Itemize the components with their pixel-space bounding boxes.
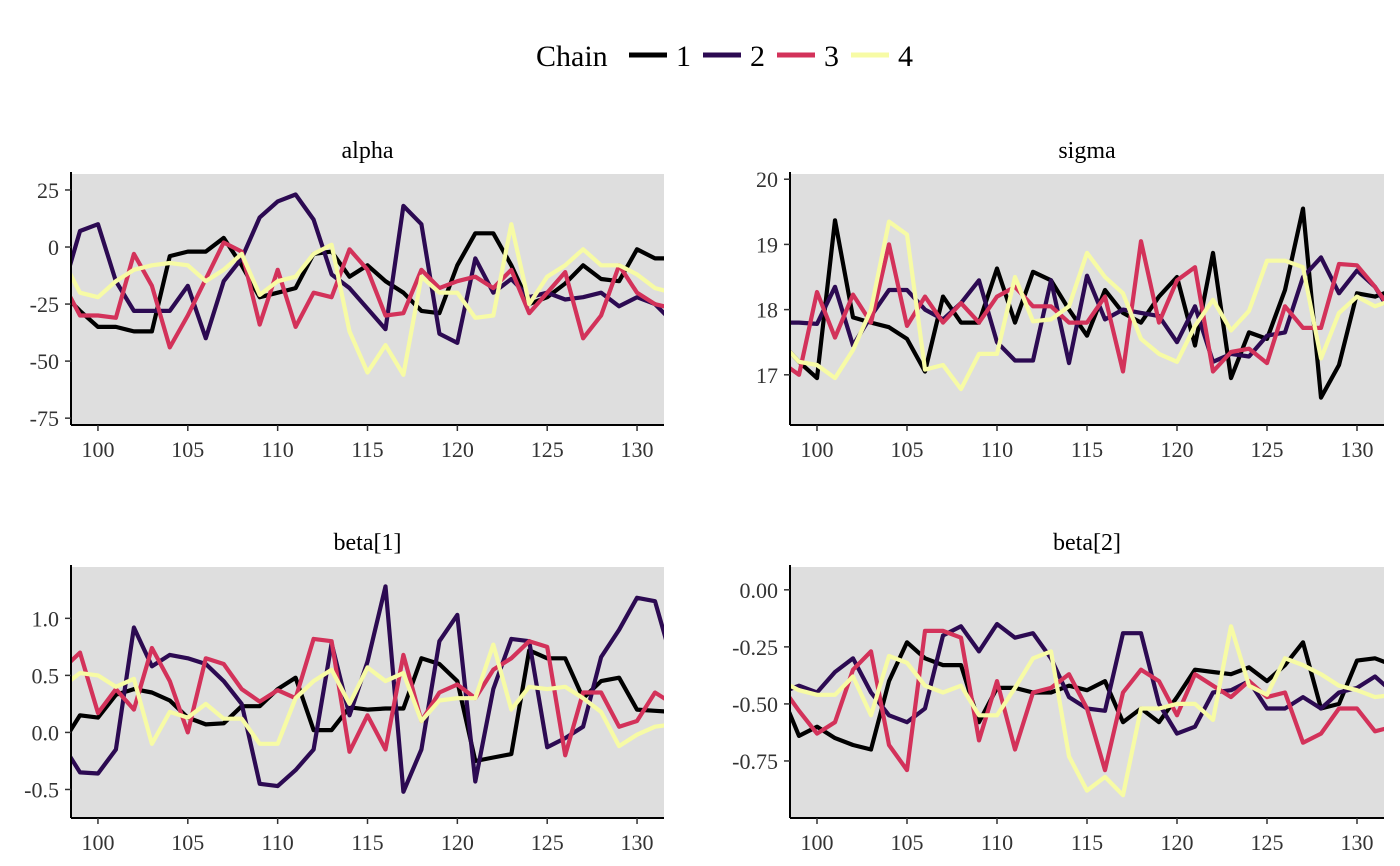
legend-item-3: 3 [777, 40, 839, 73]
x-tick-label: 120 [1161, 437, 1194, 462]
series-line-chain-1 [71, 231, 664, 334]
y-tick-label: -25 [30, 292, 59, 317]
x-tick-label: 100 [801, 830, 834, 855]
y-tick-label: -0.25 [732, 635, 778, 660]
series-line-chain-3 [790, 239, 1384, 377]
x-tick-label: 130 [1341, 437, 1374, 462]
x-tick-label: 115 [351, 830, 383, 855]
y-tick-label: 25 [37, 178, 59, 203]
y-tick-label: 20 [756, 167, 778, 192]
facet-panels: alpha 100 105 110 115 120 125 130 25 0 -25 -50 -75 si… [24, 138, 1384, 855]
y-tick-label: 0.5 [32, 663, 60, 688]
panel-alpha: alpha 100 105 110 115 120 125 130 25 0 -25 -50 -75 [30, 138, 664, 462]
x-tick-label: 125 [1251, 830, 1284, 855]
x-tick-label: 110 [262, 437, 294, 462]
series-line-chain-3 [790, 628, 1384, 773]
panel-beta-1: beta[1] 100 105 110 115 120 125 130 1.0 0.5 0.0 -0.… [24, 530, 664, 855]
series-line-chain-4 [71, 642, 664, 749]
legend-item-2: 2 [703, 40, 765, 73]
x-tick-label: 115 [351, 437, 383, 462]
series-lines [790, 206, 1384, 400]
y-tick-label: 0.0 [32, 720, 60, 745]
panel-title-sigma: sigma [1058, 138, 1116, 164]
y-tick-label: -0.5 [24, 777, 59, 802]
legend-label-4: 4 [898, 40, 913, 73]
x-tick-label: 100 [81, 437, 114, 462]
x-tick-label: 120 [441, 437, 474, 462]
x-tick-label: 110 [262, 830, 294, 855]
y-tick-label: 19 [756, 232, 778, 257]
plot-background [790, 174, 1384, 425]
y-tick-label: 18 [756, 298, 778, 323]
legend-item-4: 4 [851, 40, 913, 73]
plot-background [71, 567, 664, 818]
legend-item-1: 1 [629, 40, 691, 73]
x-tick-label: 115 [1071, 437, 1103, 462]
x-tick-label: 110 [981, 830, 1013, 855]
y-tick-label: 1.0 [32, 606, 60, 631]
x-tick-label: 130 [1341, 830, 1374, 855]
legend-label-2: 2 [750, 40, 765, 73]
series-line-chain-3 [71, 240, 664, 350]
y-tick-label: 17 [756, 363, 778, 388]
series-line-chain-4 [790, 624, 1384, 798]
x-tick-label: 110 [981, 437, 1013, 462]
x-tick-label: 105 [171, 830, 204, 855]
x-tick-label: 125 [1251, 437, 1284, 462]
y-tick-label: -0.50 [732, 692, 778, 717]
legend-label-3: 3 [824, 40, 839, 73]
y-tick-label: 0 [48, 235, 59, 260]
x-tick-label: 125 [531, 830, 564, 855]
y-tick-label: -0.75 [732, 749, 778, 774]
x-tick-label: 115 [1071, 830, 1103, 855]
x-tick-label: 125 [531, 437, 564, 462]
series-lines [790, 621, 1384, 798]
series-line-chain-3 [71, 636, 664, 758]
x-tick-label: 105 [891, 437, 924, 462]
x-tick-label: 130 [621, 830, 654, 855]
x-tick-label: 100 [801, 437, 834, 462]
y-tick-label: -50 [30, 349, 59, 374]
x-tick-label: 100 [81, 830, 114, 855]
panel-sigma: sigma 100 105 110 115 120 125 130 20 19 18 17 [756, 138, 1384, 462]
panel-title-beta-2: beta[2] [1053, 530, 1121, 556]
y-tick-label: -75 [30, 406, 59, 431]
series-lines [71, 584, 664, 794]
legend-label-1: 1 [676, 40, 691, 73]
legend-title: Chain [536, 40, 608, 73]
panel-title-beta-1: beta[1] [334, 530, 402, 556]
series-line-chain-4 [790, 219, 1384, 392]
series-lines [71, 192, 664, 377]
x-tick-label: 105 [171, 437, 204, 462]
x-tick-label: 130 [621, 437, 654, 462]
x-tick-label: 120 [441, 830, 474, 855]
panel-title-alpha: alpha [342, 138, 394, 164]
legend: Chain 1 2 3 4 [536, 40, 913, 73]
x-tick-label: 120 [1161, 830, 1194, 855]
panel-beta-2: beta[2] 100 105 110 115 120 125 130 0.00 -0.25 -0.… [732, 530, 1384, 855]
y-tick-label: 0.00 [740, 578, 779, 603]
series-line-chain-4 [71, 222, 664, 377]
series-line-chain-1 [71, 648, 664, 764]
x-tick-label: 105 [891, 830, 924, 855]
